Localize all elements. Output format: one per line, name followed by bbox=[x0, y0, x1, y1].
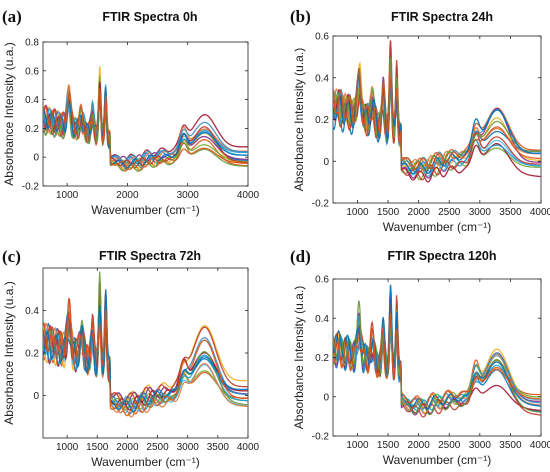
x-axis-label: Wavenumber (cm⁻¹) bbox=[383, 220, 492, 234]
x-tick-label: 2000 bbox=[116, 442, 139, 453]
spectrum-line bbox=[333, 74, 541, 175]
y-tick-label: -0.2 bbox=[22, 182, 40, 193]
panel-letter: (d) bbox=[290, 247, 311, 266]
y-tick-label: 0.4 bbox=[25, 306, 39, 317]
y-tick-label: 0.8 bbox=[25, 38, 39, 49]
spectrum-line bbox=[43, 289, 248, 413]
spectrum-line bbox=[43, 76, 248, 169]
x-tick-label: 3500 bbox=[207, 442, 230, 453]
x-tick-label: 1500 bbox=[86, 442, 109, 453]
y-tick-label: 0.6 bbox=[25, 66, 39, 77]
panel-letter: (c) bbox=[2, 247, 21, 266]
series-group bbox=[333, 40, 541, 183]
panel-title: FTIR Spectra 120h bbox=[387, 249, 496, 263]
panel-d: 1000 1500 2000 2500 3000 3500 4000 -0.2 0 0.2 0.4 0… bbox=[290, 247, 550, 467]
y-tick-label: 0.2 bbox=[315, 115, 329, 126]
panel-title: FTIR Spectra 72h bbox=[99, 249, 201, 263]
y-tick-label: 0.4 bbox=[315, 314, 329, 325]
y-axis-label: Absorbance Intensity (u.a.) bbox=[2, 42, 16, 185]
x-tick-label: 2000 bbox=[408, 207, 431, 218]
panel-title: FTIR Spectra 24h bbox=[391, 10, 493, 24]
y-tick-label: -0.2 bbox=[312, 432, 330, 443]
x-tick-label: 3000 bbox=[469, 207, 492, 218]
y-axis-label: Absorbance Intensity (u.a.) bbox=[292, 286, 306, 429]
series-group bbox=[333, 284, 541, 418]
spectrum-line bbox=[333, 40, 541, 181]
x-axis-label: Wavenumber (cm⁻¹) bbox=[91, 203, 200, 217]
spectrum-line bbox=[43, 88, 248, 170]
y-tick-label: 0.6 bbox=[315, 32, 329, 43]
y-tick-label: 0.4 bbox=[315, 73, 329, 84]
panel-a: 1000 2000 3000 4000 -0.2 0 0.2 0.4 0.6 0.8 (a) FTIR… bbox=[2, 7, 260, 217]
panel-letter: (b) bbox=[290, 7, 311, 26]
panel-b: 1000 1500 2000 2500 3000 3500 4000 -0.2 0 0.2 0.4 0… bbox=[290, 7, 550, 234]
spectrum-line bbox=[43, 297, 248, 417]
x-tick-label: 3000 bbox=[469, 440, 492, 451]
x-tick-label: 1500 bbox=[377, 207, 400, 218]
y-axis-label: Absorbance Intensity (u.a.) bbox=[2, 281, 16, 424]
panel-c: 1000 1500 2000 2500 3000 3500 4000 0 0.2 0.4 (c) FT… bbox=[2, 247, 260, 469]
y-tick-label: 0 bbox=[323, 392, 329, 403]
spectrum-line bbox=[333, 67, 541, 170]
x-tick-label: 1000 bbox=[56, 442, 79, 453]
x-tick-label: 2000 bbox=[116, 190, 139, 201]
y-tick-label: 0.2 bbox=[25, 124, 39, 135]
x-tick-label: 3000 bbox=[177, 190, 200, 201]
panel-title: FTIR Spectra 0h bbox=[102, 10, 197, 24]
panel-letter: (a) bbox=[2, 7, 22, 26]
x-axis-label: Wavenumber (cm⁻¹) bbox=[383, 453, 492, 467]
spectrum-line bbox=[333, 58, 541, 172]
x-tick-label: 3500 bbox=[499, 440, 522, 451]
y-tick-label: 0 bbox=[323, 157, 329, 168]
y-tick-label: 0.2 bbox=[315, 353, 329, 364]
series-group bbox=[43, 271, 248, 418]
y-axis-label: Absorbance Intensity (u.a.) bbox=[292, 48, 306, 191]
x-tick-label: 1500 bbox=[377, 440, 400, 451]
x-tick-label: 2500 bbox=[146, 442, 169, 453]
y-tick-label: 0.6 bbox=[315, 275, 329, 286]
x-tick-label: 4000 bbox=[530, 440, 550, 451]
series-group bbox=[43, 66, 248, 172]
spectrum-line bbox=[43, 86, 248, 169]
x-tick-label: 1000 bbox=[346, 207, 369, 218]
x-axis-label: Wavenumber (cm⁻¹) bbox=[91, 455, 200, 469]
y-tick-label: 0.4 bbox=[25, 95, 39, 106]
y-tick-label: 0 bbox=[33, 391, 39, 402]
x-tick-label: 4000 bbox=[237, 442, 260, 453]
y-tick-label: 0 bbox=[33, 153, 39, 164]
x-tick-label: 3500 bbox=[499, 207, 522, 218]
x-tick-label: 2000 bbox=[408, 440, 431, 451]
x-tick-label: 4000 bbox=[237, 190, 260, 201]
spectrum-line bbox=[333, 313, 541, 408]
x-tick-label: 2500 bbox=[438, 440, 461, 451]
y-tick-label: 0.2 bbox=[25, 349, 39, 360]
x-tick-label: 4000 bbox=[530, 207, 550, 218]
y-tick-label: -0.2 bbox=[312, 199, 330, 210]
spectrum-line bbox=[43, 91, 248, 169]
x-tick-label: 1000 bbox=[346, 440, 369, 451]
x-tick-label: 1000 bbox=[56, 190, 79, 201]
x-tick-label: 3000 bbox=[177, 442, 200, 453]
x-tick-label: 2500 bbox=[438, 207, 461, 218]
